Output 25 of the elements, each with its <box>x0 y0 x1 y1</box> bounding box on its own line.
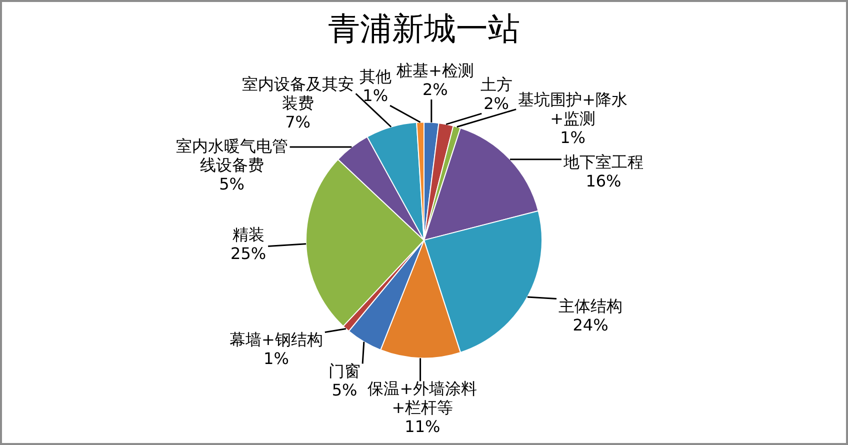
data-label: 24% <box>572 315 608 334</box>
data-label: 7% <box>285 112 310 132</box>
data-label: 1% <box>560 128 586 147</box>
data-label: 5% <box>332 380 358 400</box>
data-label: 1% <box>264 348 289 368</box>
data-label: 11% <box>404 416 440 436</box>
slice-label: 室内设备及其安装费 <box>242 74 354 112</box>
slice-label: 基坑围护+降水+监测 <box>518 90 628 128</box>
data-label: 2% <box>484 94 509 114</box>
data-label: 5% <box>219 174 244 194</box>
chart-title: 青浦新城一站 <box>328 10 520 48</box>
slice-label: 其他 <box>359 67 392 86</box>
slice-label: 主体结构 <box>558 296 622 316</box>
slice-label: 土方 <box>480 75 512 94</box>
slice-label: 精装 <box>232 224 264 244</box>
data-label: 1% <box>362 86 388 106</box>
slice-label: 桩基+检测 <box>395 61 474 80</box>
slice-label: 保温+外墙涂料+栏杆等 <box>368 378 478 417</box>
slice-label: 幕墙+钢结构 <box>230 330 323 349</box>
data-label: 25% <box>230 244 266 263</box>
slice-label: 门窗 <box>328 361 361 380</box>
slice-label: 室内水暖气电管线设备费 <box>176 136 288 174</box>
data-label: 16% <box>586 172 622 191</box>
data-label: 2% <box>422 80 448 100</box>
slice-label: 地下室工程 <box>562 152 644 172</box>
